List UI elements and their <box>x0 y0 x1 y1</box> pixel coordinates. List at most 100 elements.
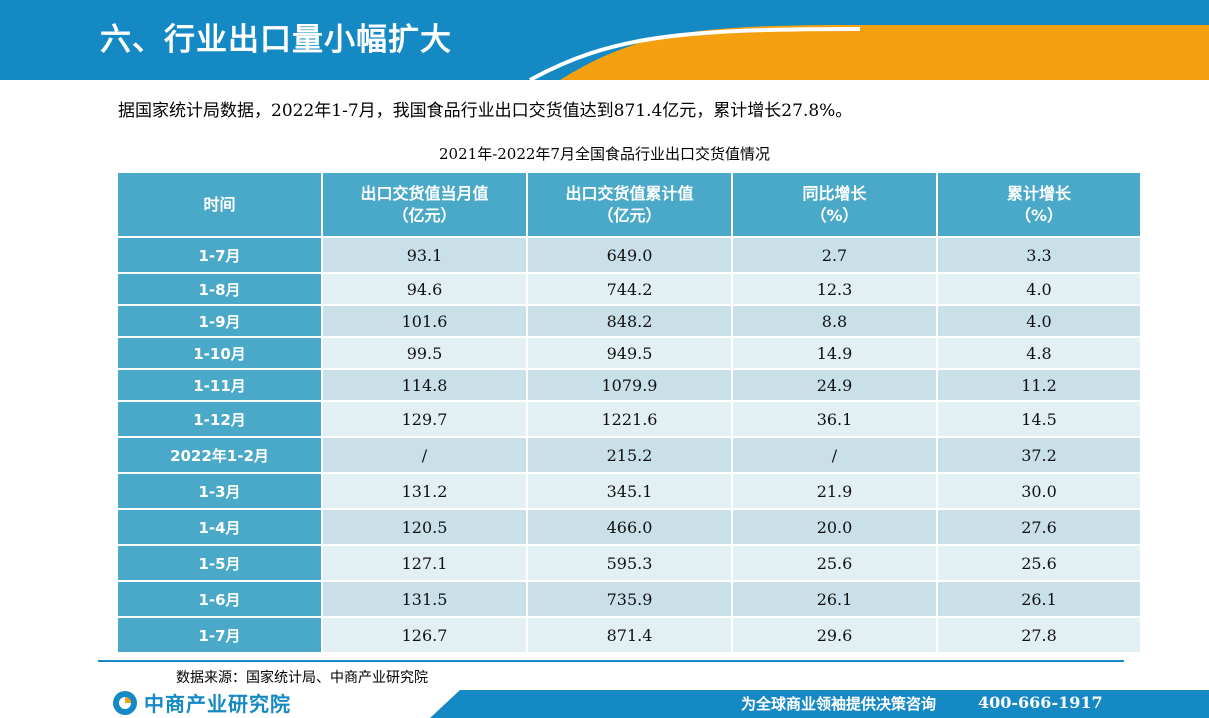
row-period-cell: 1-10月 <box>116 336 323 370</box>
table-cell: 126.7 <box>321 616 528 654</box>
table-cell: 1079.9 <box>526 368 733 402</box>
table-cell: 4.0 <box>936 304 1142 338</box>
table-cell: 949.5 <box>526 336 733 370</box>
column-header-unit: （亿元） <box>392 205 457 225</box>
column-header-label: 时间 <box>203 194 236 214</box>
table-cell: 26.1 <box>731 580 938 618</box>
table-row: 1-12月 129.7 1221.6 36.1 14.5 <box>116 400 1142 438</box>
table-cell: 129.7 <box>321 400 528 438</box>
table-cell: 4.8 <box>936 336 1142 370</box>
row-period-cell: 1-8月 <box>116 272 323 306</box>
row-period-cell: 2022年1-2月 <box>116 436 323 474</box>
company-logo: 中商产业研究院 <box>112 688 291 717</box>
header-swoosh <box>529 25 1209 80</box>
table-header-row: 时间 出口交货值当月值 （亿元） 出口交货值累计值 （亿元） 同比增长 （%） 累计增长 （%） <box>116 171 1142 238</box>
table-row: 1-4月 120.5 466.0 20.0 27.6 <box>116 508 1142 546</box>
table-cell: 99.5 <box>321 336 528 370</box>
table-cell: 11.2 <box>936 368 1142 402</box>
table-cell: 27.8 <box>936 616 1142 654</box>
table-row: 2022年1-2月/215.2/37.2 <box>116 436 1142 474</box>
table-cell: 29.6 <box>731 616 938 654</box>
footer-phone: 400-666-1917 <box>978 693 1103 712</box>
table-row: 1-7月 93.1 649.0 2.7 3.3 <box>116 236 1142 274</box>
row-period-cell: 1-12月 <box>116 400 323 438</box>
table-cell: 131.2 <box>321 472 528 510</box>
column-header: 出口交货值累计值 （亿元） <box>526 171 733 238</box>
table-cell: 744.2 <box>526 272 733 306</box>
table-cell: 25.6 <box>936 544 1142 582</box>
table-cell: 735.9 <box>526 580 733 618</box>
table-cell: 649.0 <box>526 236 733 274</box>
row-period-cell: 1-4月 <box>116 508 323 546</box>
table-cell: 4.0 <box>936 272 1142 306</box>
table-cell: 14.9 <box>731 336 938 370</box>
table-cell: 120.5 <box>321 508 528 546</box>
column-header: 时间 <box>116 171 323 238</box>
table-row: 1-7月 126.7 871.4 29.6 27.8 <box>116 616 1142 654</box>
table-cell: 24.9 <box>731 368 938 402</box>
table-cell: / <box>731 436 938 474</box>
column-header-unit: （亿元） <box>597 205 662 225</box>
table-cell: 345.1 <box>526 472 733 510</box>
data-source: 数据来源：国家统计局、中商产业研究院 <box>176 670 428 686</box>
column-header-unit: （%） <box>810 205 859 225</box>
divider-line <box>98 660 1124 662</box>
table-cell: 2.7 <box>731 236 938 274</box>
column-header-label: 同比增长 <box>802 183 867 203</box>
table-row: 1-8月 94.6 744.2 12.3 4.0 <box>116 272 1142 306</box>
column-header: 同比增长 （%） <box>731 171 938 238</box>
intro-text: 据国家统计局数据，2022年1-7月，我国食品行业出口交货值达到871.4亿元，… <box>118 101 853 121</box>
table-cell: 131.5 <box>321 580 528 618</box>
row-period-cell: 1-5月 <box>116 544 323 582</box>
table-cell: 20.0 <box>731 508 938 546</box>
row-period-cell: 1-7月 <box>116 616 323 654</box>
table-cell: 37.2 <box>936 436 1142 474</box>
table-cell: 466.0 <box>526 508 733 546</box>
export-value-table: 时间 出口交货值当月值 （亿元） 出口交货值累计值 （亿元） 同比增长 （%） 累计增长 （%）… <box>116 171 1142 654</box>
logo-icon <box>113 690 137 715</box>
column-header-unit: （%） <box>1014 205 1064 225</box>
column-header-label: 出口交货值累计值 <box>565 183 694 203</box>
table-cell: 93.1 <box>321 236 528 274</box>
logo-text: 中商产业研究院 <box>144 692 291 716</box>
row-period-cell: 1-3月 <box>116 472 323 510</box>
table-row: 1-3月 131.2 345.1 21.9 30.0 <box>116 472 1142 510</box>
table-cell: / <box>321 436 528 474</box>
row-period-cell: 1-7月 <box>116 236 323 274</box>
row-period-cell: 1-11月 <box>116 368 323 402</box>
column-header: 出口交货值当月值 （亿元） <box>321 171 528 238</box>
column-header-label: 累计增长 <box>1006 183 1071 203</box>
table-cell: 871.4 <box>526 616 733 654</box>
table-cell: 36.1 <box>731 400 938 438</box>
table-cell: 14.5 <box>936 400 1142 438</box>
table-cell: 27.6 <box>936 508 1142 546</box>
table-caption: 2021年-2022年7月全国食品行业出口交货值情况 <box>439 145 770 163</box>
table-cell: 8.8 <box>731 304 938 338</box>
table-row: 1-6月 131.5 735.9 26.1 26.1 <box>116 580 1142 618</box>
table-row: 1-9月 101.6 848.2 8.8 4.0 <box>116 304 1142 338</box>
table-row: 1-10月 99.5 949.5 14.9 4.8 <box>116 336 1142 370</box>
header-banner: 六、行业出口量小幅扩大 <box>0 0 1209 80</box>
table-cell: 1221.6 <box>526 400 733 438</box>
table-cell: 94.6 <box>321 272 528 306</box>
row-period-cell: 1-6月 <box>116 580 323 618</box>
table-cell: 114.8 <box>321 368 528 402</box>
table-cell: 3.3 <box>936 236 1142 274</box>
table-row: 1-11月 114.8 1079.9 24.9 11.2 <box>116 368 1142 402</box>
column-header: 累计增长 （%） <box>936 171 1142 238</box>
table-cell: 26.1 <box>936 580 1142 618</box>
footer-bar <box>430 690 1209 718</box>
table-cell: 12.3 <box>731 272 938 306</box>
table-cell: 25.6 <box>731 544 938 582</box>
table-row: 1-5月 127.1 595.3 25.6 25.6 <box>116 544 1142 582</box>
table-cell: 595.3 <box>526 544 733 582</box>
table-cell: 848.2 <box>526 304 733 338</box>
table-cell: 215.2 <box>526 436 733 474</box>
row-period-cell: 1-9月 <box>116 304 323 338</box>
table-cell: 127.1 <box>321 544 528 582</box>
table-body: 1-7月 93.1 649.0 2.7 3.3 1-8月 94.6 744.2 12.3 4.0 1… <box>116 236 1142 654</box>
page-title: 六、行业出口量小幅扩大 <box>100 22 452 58</box>
footer-slogan: 为全球商业领袖提供决策咨询 <box>741 695 937 713</box>
column-header-label: 出口交货值当月值 <box>360 183 489 203</box>
table-cell: 30.0 <box>936 472 1142 510</box>
